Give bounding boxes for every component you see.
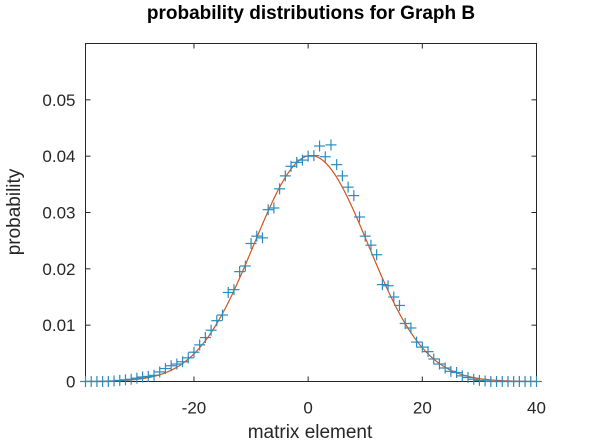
data-point bbox=[319, 151, 331, 163]
data-point bbox=[222, 286, 234, 298]
data-point bbox=[531, 376, 542, 387]
data-point bbox=[376, 279, 388, 291]
data-point bbox=[142, 370, 154, 382]
data-point bbox=[462, 372, 474, 384]
data-point bbox=[382, 280, 394, 292]
data-point bbox=[154, 366, 166, 378]
y-tick-label: 0.04 bbox=[42, 147, 75, 166]
data-point bbox=[125, 373, 137, 385]
data-point bbox=[428, 353, 440, 365]
data-point bbox=[433, 358, 445, 370]
data-point bbox=[251, 230, 263, 242]
data-point bbox=[205, 324, 217, 336]
data-point bbox=[291, 156, 303, 168]
data-point bbox=[416, 341, 428, 353]
data-point bbox=[325, 139, 337, 151]
x-tick-label: -20 bbox=[182, 399, 207, 418]
x-tick-label: 40 bbox=[527, 399, 546, 418]
fit-curve-layer bbox=[85, 154, 537, 383]
x-axis-ticks: -20 0 20 40 bbox=[182, 43, 546, 418]
data-point bbox=[199, 332, 211, 344]
data-point bbox=[342, 181, 354, 193]
data-point bbox=[228, 284, 240, 296]
data-point bbox=[159, 363, 171, 375]
data-markers-layer bbox=[80, 139, 542, 387]
y-axis-ticks: 0 0.01 0.02 0.03 0.04 0.05 bbox=[42, 91, 537, 392]
y-axis-label: probability bbox=[4, 168, 25, 255]
data-point bbox=[411, 336, 423, 348]
data-point bbox=[217, 309, 229, 321]
data-point bbox=[131, 372, 143, 384]
data-point bbox=[388, 291, 400, 303]
data-point bbox=[188, 346, 200, 358]
data-point bbox=[194, 339, 206, 351]
data-point bbox=[468, 373, 480, 385]
data-point bbox=[256, 232, 268, 244]
y-tick-label: 0.03 bbox=[42, 204, 75, 223]
data-point bbox=[262, 204, 274, 216]
data-point bbox=[405, 322, 417, 334]
data-point bbox=[365, 239, 377, 251]
data-point bbox=[171, 358, 183, 370]
x-tick-label: 0 bbox=[303, 399, 312, 418]
data-point bbox=[456, 370, 468, 382]
y-tick-label: 0.05 bbox=[42, 91, 75, 110]
data-point bbox=[451, 366, 463, 378]
data-point bbox=[177, 356, 189, 368]
y-tick-label: 0 bbox=[66, 373, 75, 392]
x-axis-label: matrix element bbox=[248, 422, 373, 440]
data-point bbox=[371, 249, 383, 261]
data-point bbox=[354, 211, 366, 223]
data-point bbox=[439, 362, 451, 374]
data-point bbox=[336, 170, 348, 182]
data-point bbox=[148, 369, 160, 381]
data-point bbox=[314, 140, 326, 152]
data-point bbox=[274, 183, 286, 195]
chart-title: probability distributions for Graph B bbox=[147, 3, 475, 24]
data-point bbox=[348, 190, 360, 202]
data-point bbox=[359, 230, 371, 242]
data-point bbox=[234, 266, 246, 278]
data-point bbox=[245, 237, 257, 249]
data-point bbox=[296, 154, 308, 166]
data-point bbox=[268, 202, 280, 214]
data-point bbox=[399, 317, 411, 329]
data-point bbox=[285, 160, 297, 172]
data-point bbox=[211, 315, 223, 327]
data-point bbox=[308, 150, 320, 162]
x-tick-label: 20 bbox=[413, 399, 432, 418]
data-point bbox=[445, 365, 457, 377]
data-point bbox=[239, 260, 251, 272]
data-point bbox=[182, 352, 194, 364]
data-point bbox=[393, 299, 405, 311]
y-tick-label: 0.02 bbox=[42, 260, 75, 279]
fit-curve bbox=[85, 154, 537, 383]
y-tick-label: 0.01 bbox=[42, 316, 75, 335]
data-point bbox=[279, 170, 291, 182]
plot-area-frame bbox=[85, 43, 537, 382]
data-point bbox=[165, 360, 177, 372]
data-point bbox=[422, 346, 434, 358]
data-point bbox=[331, 159, 343, 171]
